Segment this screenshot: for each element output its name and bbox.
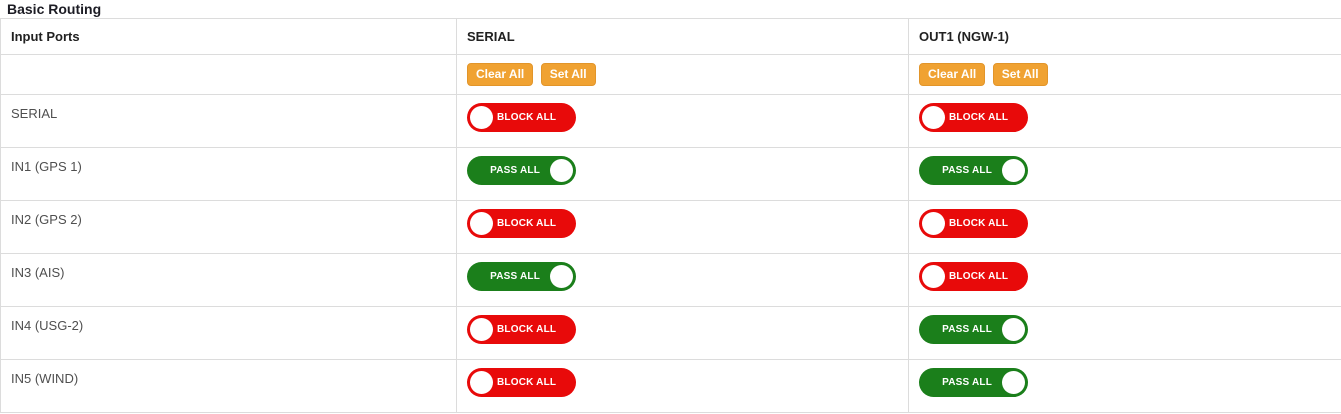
- toggle-knob: [550, 265, 573, 288]
- toggle-label: BLOCK ALL: [497, 112, 557, 123]
- out1-bulk-actions-cell: Clear All Set All: [908, 54, 1341, 95]
- out1-toggle-cell: BLOCK ALL: [908, 94, 1341, 148]
- serial-toggle-serial[interactable]: BLOCK ALL: [467, 103, 576, 132]
- out1-toggle-in4-usg-2[interactable]: PASS ALL: [919, 315, 1028, 344]
- column-header-serial: SERIAL: [456, 18, 909, 55]
- serial-toggle-cell: BLOCK ALL: [456, 94, 909, 148]
- table-row: SERIAL BLOCK ALL BLOCK ALL: [0, 94, 1341, 148]
- serial-toggle-in4-usg-2[interactable]: BLOCK ALL: [467, 315, 576, 344]
- column-header-input-ports: Input Ports: [0, 18, 457, 55]
- toggle-knob: [1002, 159, 1025, 182]
- toggle-label: BLOCK ALL: [949, 112, 1009, 123]
- serial-bulk-actions-cell: Clear All Set All: [456, 54, 909, 95]
- toggle-label: PASS ALL: [490, 271, 540, 282]
- toggle-knob: [922, 106, 945, 129]
- table-row: IN5 (WIND) BLOCK ALL PASS ALL: [0, 359, 1341, 413]
- bulk-actions-row: Clear All Set All Clear All Set All: [0, 54, 1341, 95]
- toggle-label: BLOCK ALL: [497, 324, 557, 335]
- page-title: Basic Routing: [7, 1, 102, 17]
- toggle-label: BLOCK ALL: [949, 271, 1009, 282]
- table-row: IN4 (USG-2) BLOCK ALL PASS ALL: [0, 306, 1341, 360]
- toggle-knob: [550, 159, 573, 182]
- table-row: IN1 (GPS 1) PASS ALL PASS ALL: [0, 147, 1341, 201]
- out1-toggle-cell: PASS ALL: [908, 306, 1341, 360]
- toggle-knob: [470, 212, 493, 235]
- toggle-label: PASS ALL: [490, 165, 540, 176]
- serial-toggle-in5-wind[interactable]: BLOCK ALL: [467, 368, 576, 397]
- toggle-label: PASS ALL: [942, 377, 992, 388]
- out1-toggle-serial[interactable]: BLOCK ALL: [919, 103, 1028, 132]
- basic-routing-table: Input Ports SERIAL OUT1 (NGW-1) Clear Al…: [0, 18, 1341, 413]
- serial-toggle-cell: BLOCK ALL: [456, 306, 909, 360]
- serial-toggle-cell: BLOCK ALL: [456, 200, 909, 254]
- toggle-knob: [470, 106, 493, 129]
- out1-clear-all-button[interactable]: Clear All: [919, 63, 986, 86]
- toggle-label: BLOCK ALL: [497, 377, 557, 388]
- input-port-label: IN3 (AIS): [0, 253, 457, 307]
- out1-toggle-cell: PASS ALL: [908, 359, 1341, 413]
- input-port-label: IN5 (WIND): [0, 359, 457, 413]
- serial-toggle-in2-gps-2[interactable]: BLOCK ALL: [467, 209, 576, 238]
- toggle-knob: [1002, 371, 1025, 394]
- serial-toggle-cell: PASS ALL: [456, 147, 909, 201]
- out1-toggle-cell: BLOCK ALL: [908, 200, 1341, 254]
- toggle-label: BLOCK ALL: [497, 218, 557, 229]
- table-row: IN3 (AIS) PASS ALL BLOCK ALL: [0, 253, 1341, 307]
- out1-set-all-button[interactable]: Set All: [992, 63, 1048, 86]
- out1-toggle-in3-ais[interactable]: BLOCK ALL: [919, 262, 1028, 291]
- toggle-knob: [922, 212, 945, 235]
- toggle-knob: [1002, 318, 1025, 341]
- input-port-label: IN4 (USG-2): [0, 306, 457, 360]
- toggle-knob: [922, 265, 945, 288]
- serial-toggle-in3-ais[interactable]: PASS ALL: [467, 262, 576, 291]
- serial-clear-all-button[interactable]: Clear All: [467, 63, 534, 86]
- column-header-out1: OUT1 (NGW-1): [908, 18, 1341, 55]
- table-row: IN2 (GPS 2) BLOCK ALL BLOCK ALL: [0, 200, 1341, 254]
- input-port-label: IN1 (GPS 1): [0, 147, 457, 201]
- out1-toggle-in1-gps-1[interactable]: PASS ALL: [919, 156, 1028, 185]
- toggle-knob: [470, 318, 493, 341]
- out1-toggle-in2-gps-2[interactable]: BLOCK ALL: [919, 209, 1028, 238]
- serial-toggle-cell: BLOCK ALL: [456, 359, 909, 413]
- serial-set-all-button[interactable]: Set All: [540, 63, 596, 86]
- serial-toggle-in1-gps-1[interactable]: PASS ALL: [467, 156, 576, 185]
- out1-toggle-cell: BLOCK ALL: [908, 253, 1341, 307]
- out1-toggle-in5-wind[interactable]: PASS ALL: [919, 368, 1028, 397]
- out1-toggle-cell: PASS ALL: [908, 147, 1341, 201]
- toggle-knob: [470, 371, 493, 394]
- header-row: Input Ports SERIAL OUT1 (NGW-1): [0, 18, 1341, 55]
- toggle-label: BLOCK ALL: [949, 218, 1009, 229]
- toggle-label: PASS ALL: [942, 165, 992, 176]
- toggle-label: PASS ALL: [942, 324, 992, 335]
- serial-toggle-cell: PASS ALL: [456, 253, 909, 307]
- bulk-actions-empty-cell: [0, 54, 457, 95]
- input-port-label: SERIAL: [0, 94, 457, 148]
- input-port-label: IN2 (GPS 2): [0, 200, 457, 254]
